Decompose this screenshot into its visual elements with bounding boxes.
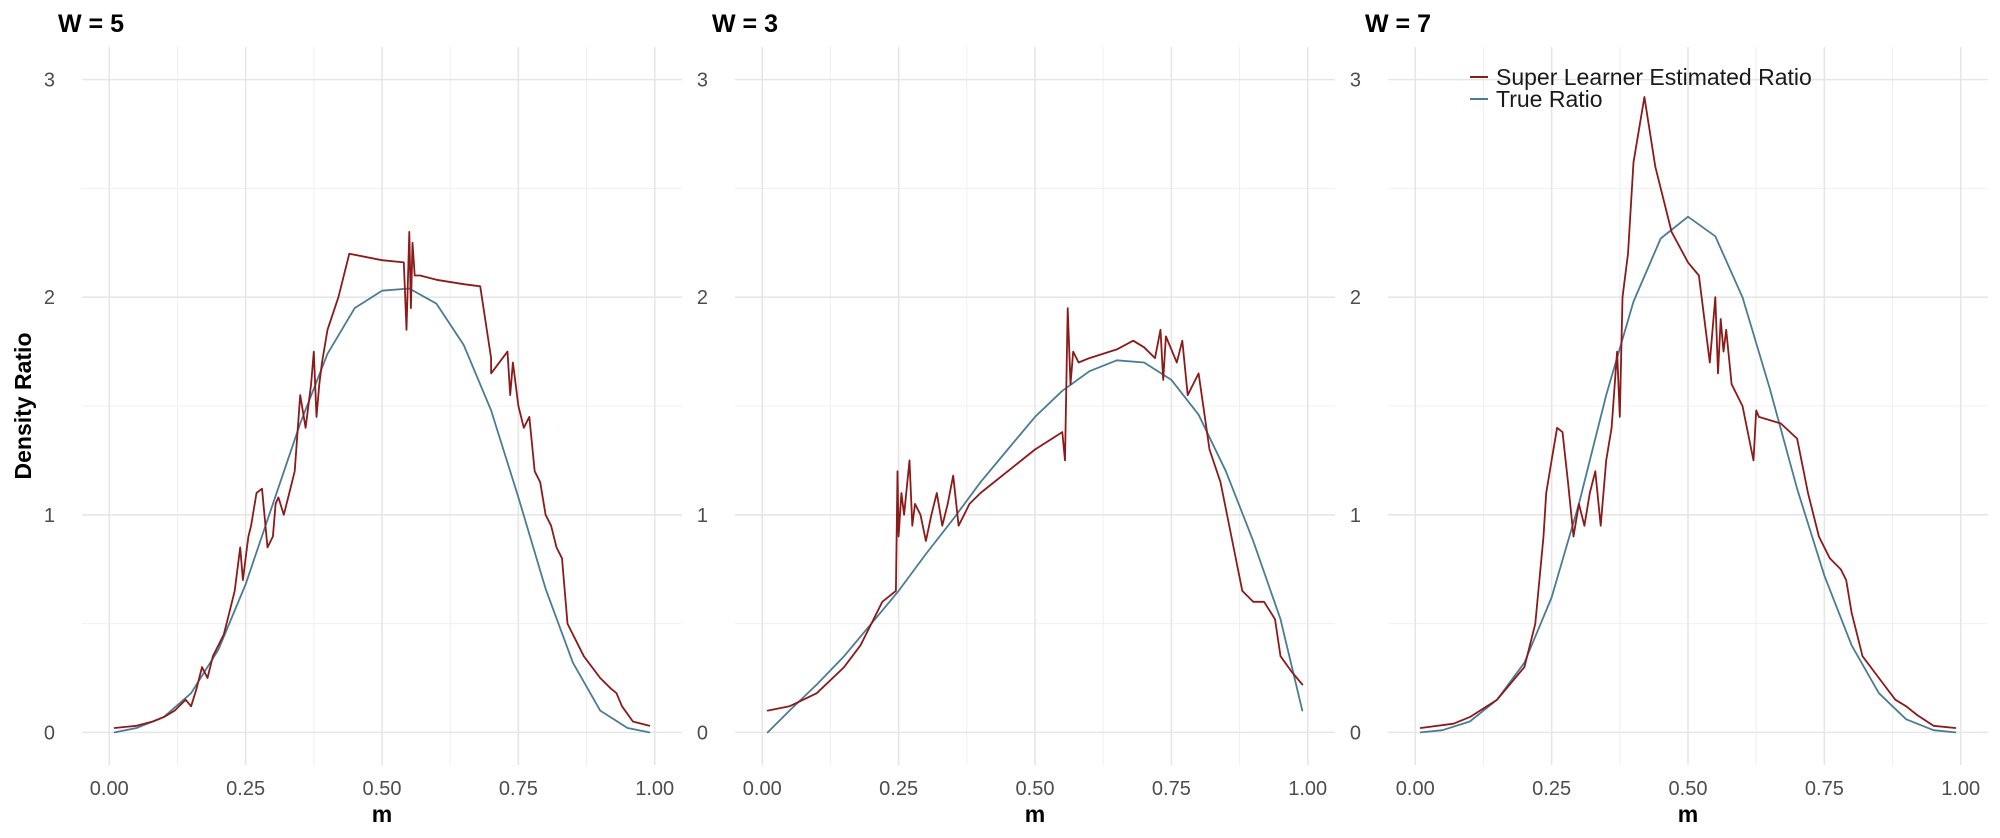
x-tick-label: 1.00 [1288, 778, 1327, 800]
x-tick-label: 1.00 [635, 778, 674, 800]
y-tick-label: 0 [1350, 722, 1361, 744]
x-tick-label: 0.50 [363, 778, 402, 800]
x-tick-label: 0.00 [1396, 778, 1435, 800]
x-tick-label: 0.25 [879, 778, 918, 800]
panel-1: W = 5 0.00 0.25 0.50 0.75 1.00 0 1 2 3 m Density Ra… [10, 10, 682, 827]
x-tick-label: 0.25 [226, 778, 265, 800]
y-tick-label: 2 [697, 287, 708, 309]
x-tick-label: 0.00 [743, 778, 782, 800]
x-tick-label: 0.50 [1016, 778, 1055, 800]
panel-2: W = 3 0.00 0.25 0.50 0.75 1.00 0 1 2 3 m [697, 10, 1335, 827]
legend-label: True Ratio [1496, 86, 1603, 112]
y-tick-label: 1 [697, 505, 708, 527]
x-tick-label: 0.75 [1152, 778, 1191, 800]
x-axis-title: m [1025, 801, 1045, 827]
y-tick-label: 3 [44, 70, 55, 92]
x-tick-label: 1.00 [1941, 778, 1980, 800]
x-axis-title: m [1678, 801, 1698, 827]
y-tick-label: 1 [1350, 505, 1361, 527]
panel-title: W = 7 [1365, 10, 1431, 38]
y-tick-label: 0 [697, 722, 708, 744]
x-tick-label: 0.25 [1532, 778, 1571, 800]
panel-title: W = 5 [58, 10, 124, 38]
x-axis-title: m [372, 801, 392, 827]
y-tick-label: 0 [44, 722, 55, 744]
y-tick-label: 2 [1350, 287, 1361, 309]
y-tick-label: 2 [44, 287, 55, 309]
panel-3: W = 7 0.00 0.25 0.50 0.75 1.00 0 1 2 3 m Super Lear… [1350, 10, 1988, 827]
y-tick-label: 3 [697, 70, 708, 92]
panel-title: W = 3 [712, 10, 778, 38]
x-tick-label: 0.75 [1805, 778, 1844, 800]
x-tick-label: 0.75 [499, 778, 538, 800]
y-tick-label: 1 [44, 505, 55, 527]
y-tick-label: 3 [1350, 70, 1361, 92]
x-tick-label: 0.50 [1669, 778, 1708, 800]
x-tick-label: 0.00 [90, 778, 129, 800]
y-axis-title: Density Ratio [10, 333, 36, 480]
